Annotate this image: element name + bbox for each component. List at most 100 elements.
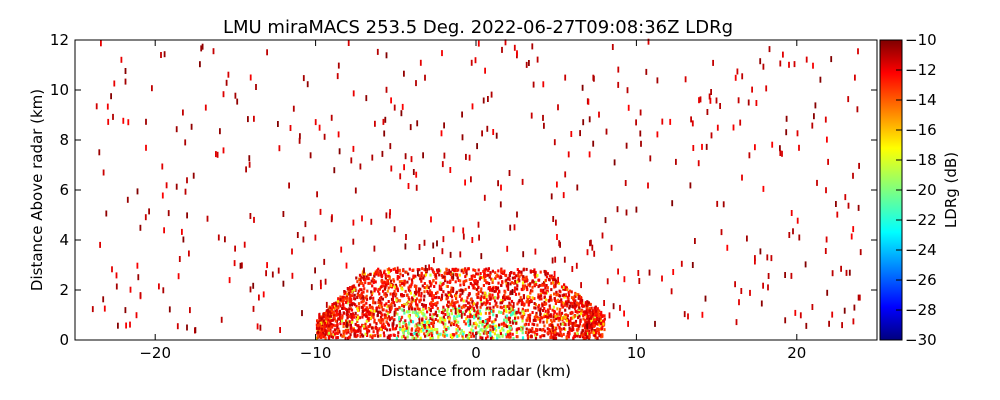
speckle-pixel bbox=[771, 141, 774, 148]
echo-pixel bbox=[373, 287, 376, 291]
speckle-pixel bbox=[591, 244, 594, 251]
speckle-pixel bbox=[708, 93, 711, 100]
echo-pixel bbox=[435, 295, 438, 299]
echo-pixel bbox=[600, 310, 603, 314]
echo-pixel bbox=[420, 291, 423, 295]
echo-pixel bbox=[494, 271, 497, 275]
echo-pixel bbox=[476, 272, 480, 276]
echo-pixel bbox=[477, 290, 480, 294]
echo-pixel bbox=[329, 316, 332, 320]
echo-pixel bbox=[390, 284, 393, 287]
echo-pixel bbox=[426, 284, 429, 288]
echo-pixel bbox=[542, 315, 545, 319]
echo-pixel bbox=[401, 282, 404, 286]
echo-pixel bbox=[600, 335, 603, 339]
speckle-pixel bbox=[415, 299, 417, 306]
echo-pixel bbox=[419, 336, 422, 340]
echo-pixel bbox=[491, 330, 495, 334]
speckle-pixel bbox=[291, 248, 293, 255]
echo-pixel bbox=[562, 301, 565, 305]
echo-pixel bbox=[541, 334, 544, 338]
echo-pixel bbox=[350, 330, 353, 334]
echo-pixel bbox=[418, 289, 421, 293]
echo-pixel bbox=[434, 281, 438, 285]
echo-pixel bbox=[420, 276, 423, 280]
echo-pixel bbox=[347, 323, 350, 327]
echo-pixel bbox=[582, 317, 585, 321]
speckle-pixel bbox=[136, 262, 139, 269]
echo-pixel bbox=[413, 332, 416, 336]
echo-pixel bbox=[409, 291, 412, 295]
echo-pixel bbox=[443, 334, 446, 338]
echo-pixel bbox=[341, 334, 344, 338]
echo-pixel bbox=[349, 294, 352, 298]
echo-pixel bbox=[432, 313, 435, 317]
echo-pixel bbox=[534, 336, 538, 340]
echo-pixel bbox=[542, 328, 545, 331]
echo-pixel bbox=[335, 303, 338, 307]
echo-pixel bbox=[563, 283, 566, 287]
echo-pixel bbox=[477, 268, 480, 272]
speckle-pixel bbox=[136, 188, 139, 195]
echo-pixel bbox=[370, 293, 373, 296]
speckle-pixel bbox=[304, 221, 307, 228]
echo-pixel bbox=[475, 272, 478, 276]
echo-pixel bbox=[353, 334, 356, 338]
speckle-pixel bbox=[647, 182, 649, 189]
echo-pixel bbox=[372, 301, 375, 305]
speckle-pixel bbox=[363, 267, 365, 274]
echo-pixel bbox=[442, 330, 445, 334]
echo-pixel bbox=[581, 324, 584, 328]
echo-pixel bbox=[365, 297, 369, 301]
speckle-pixel bbox=[704, 295, 707, 302]
echo-pixel bbox=[509, 303, 512, 307]
speckle-pixel bbox=[249, 213, 252, 219]
echo-pixel bbox=[475, 282, 478, 286]
echo-pixel bbox=[526, 336, 530, 340]
echo-pixel bbox=[414, 285, 417, 288]
echo-pixel bbox=[430, 327, 433, 331]
echo-pixel bbox=[567, 293, 571, 297]
speckle-pixel bbox=[516, 50, 518, 57]
echo-pixel bbox=[433, 328, 436, 332]
speckle-pixel bbox=[314, 234, 317, 241]
echo-pixel bbox=[401, 269, 405, 273]
echo-pixel bbox=[489, 328, 492, 332]
echo-pixel bbox=[578, 294, 581, 298]
echo-pixel bbox=[389, 303, 392, 307]
echo-pixel bbox=[470, 274, 473, 278]
echo-pixel bbox=[366, 331, 369, 334]
echo-pixel bbox=[500, 276, 503, 279]
speckle-pixel bbox=[441, 161, 444, 168]
echo-pixel bbox=[344, 336, 347, 340]
echo-pixel bbox=[527, 322, 530, 326]
echo-pixel bbox=[383, 303, 386, 307]
echo-pixel bbox=[357, 327, 360, 331]
echo-pixel bbox=[382, 289, 385, 293]
echo-pixel bbox=[489, 331, 492, 335]
speckle-pixel bbox=[266, 49, 268, 56]
echo-pixel bbox=[552, 318, 555, 322]
echo-pixel bbox=[331, 303, 334, 306]
echo-pixel bbox=[358, 316, 362, 320]
echo-pixel bbox=[348, 320, 351, 324]
echo-pixel bbox=[487, 269, 490, 273]
echo-pixel bbox=[472, 334, 475, 338]
speckle-pixel bbox=[115, 272, 118, 279]
echo-pixel bbox=[431, 299, 434, 303]
echo-pixel bbox=[387, 271, 390, 275]
speckle-pixel bbox=[163, 227, 165, 234]
echo-pixel bbox=[544, 291, 547, 295]
echo-pixel bbox=[382, 326, 385, 329]
echo-pixel bbox=[440, 274, 443, 277]
echo-pixel bbox=[342, 325, 345, 328]
echo-pixel bbox=[508, 335, 511, 339]
speckle-pixel bbox=[639, 109, 642, 116]
echo-pixel bbox=[398, 275, 401, 279]
echo-pixel bbox=[597, 310, 600, 314]
speckle-pixel bbox=[316, 191, 318, 198]
echo-pixel bbox=[429, 302, 432, 306]
echo-pixel bbox=[517, 300, 520, 304]
echo-pixel bbox=[357, 283, 361, 287]
echo-pixel bbox=[560, 301, 563, 305]
